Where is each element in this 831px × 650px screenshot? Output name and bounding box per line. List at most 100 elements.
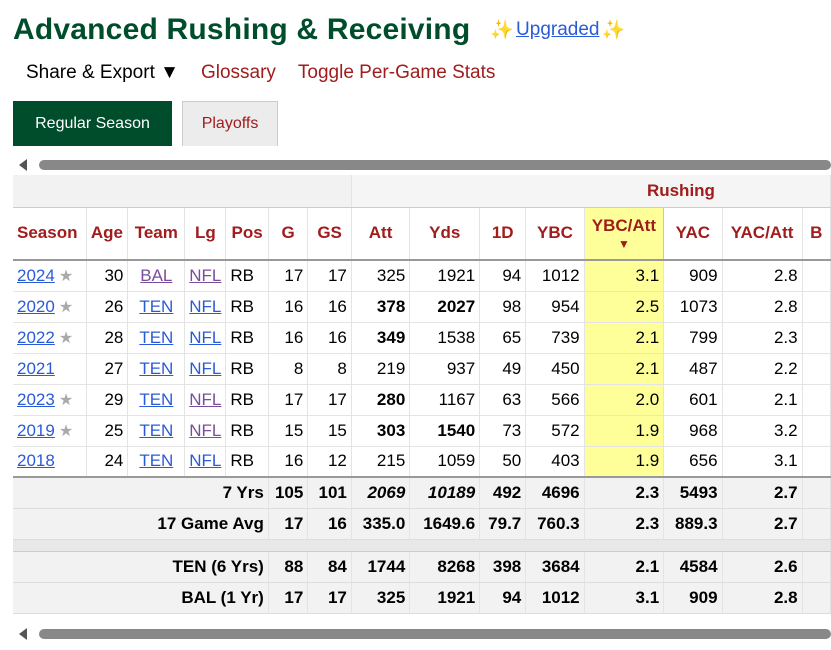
yac-cell: 909 [663,260,723,292]
team-cell[interactable]: TEN [127,291,186,323]
team-link[interactable]: BAL [140,265,173,285]
league-link[interactable]: NFL [189,358,222,378]
team-cell[interactable]: TEN [127,415,186,447]
attempts-cell: 215 [351,446,411,478]
season-link[interactable]: 2024 [17,265,55,285]
col-header-lg[interactable]: Lg [184,207,227,261]
team-cell[interactable]: BAL [127,260,186,292]
season-cell[interactable]: 2019 ★ [13,415,87,447]
season-link[interactable]: 2023 [17,389,55,409]
season-link[interactable]: 2022 [17,327,55,347]
col-header-age[interactable]: Age [86,207,129,261]
league-cell[interactable]: NFL [184,415,227,447]
tab-regular-season[interactable]: Regular Season [13,101,172,146]
season-cell[interactable]: 2021 [13,353,87,385]
col-header-yac-att[interactable]: YAC/Att [722,207,803,261]
col-header-1d[interactable]: 1D [479,207,527,261]
overflow-cell [802,446,831,478]
scroll-left-icon[interactable] [19,159,27,171]
upgraded-link[interactable]: Upgraded [516,19,600,40]
games-cell: 17 [268,260,309,292]
season-cell[interactable]: 2018 [13,446,87,478]
yards-cell: 1167 [409,384,481,416]
team-link[interactable]: TEN [139,296,174,316]
position-cell: RB [225,415,269,447]
yac-per-att-cell: 2.8 [722,291,803,323]
stats-table-container: Rushing Season Age Team Lg Pos G GS Att Yds 1D YBC… [13,175,831,625]
attempts-cell: 335.0 [351,508,411,540]
upgraded-badge[interactable]: ✨ Upgraded ✨ [490,18,625,42]
season-cell[interactable]: 2020 ★ [13,291,87,323]
yac-cell: 487 [663,353,723,385]
team-link[interactable]: TEN [139,420,174,440]
col-header-season[interactable]: Season [13,207,87,261]
ybc-cell: 760.3 [525,508,585,540]
table-row: 2022 ★ 28 TEN NFL RB 16 16 349 1538 65 739 2.1 799 2.3 [13,322,831,354]
col-header-yac[interactable]: YAC [663,207,723,261]
over-header-row: Rushing [13,175,831,208]
scrollbar-thumb[interactable] [39,629,831,639]
season-cell[interactable]: 2023 ★ [13,384,87,416]
team-cell[interactable]: TEN [127,353,186,385]
season-link[interactable]: 2021 [17,358,55,378]
col-header-att[interactable]: Att [351,207,411,261]
team-cell[interactable]: TEN [127,322,186,354]
season-link[interactable]: 2019 [17,420,55,440]
games-started-cell: 17 [307,260,352,292]
season-cell[interactable]: 2022 ★ [13,322,87,354]
first-downs-cell: 65 [479,322,527,354]
games-cell: 16 [268,322,309,354]
col-header-yds[interactable]: Yds [409,207,481,261]
age-cell: 29 [86,384,129,416]
col-header-ybc[interactable]: YBC [525,207,585,261]
league-cell[interactable]: NFL [184,322,227,354]
league-cell[interactable]: NFL [184,260,227,292]
league-link[interactable]: NFL [189,420,222,440]
league-cell[interactable]: NFL [184,446,227,478]
season-link[interactable]: 2020 [17,296,55,316]
league-link[interactable]: NFL [189,265,222,285]
pro-bowl-star-icon: ★ [58,298,74,316]
season-cell[interactable]: 2024 ★ [13,260,87,292]
team-link[interactable]: TEN [139,327,174,347]
yards-cell: 1538 [409,322,481,354]
team-link[interactable]: TEN [139,451,174,471]
league-link[interactable]: NFL [189,451,222,471]
rushing-receiving-table: Rushing Season Age Team Lg Pos G GS Att Yds 1D YBC… [13,175,831,614]
col-header-pos[interactable]: Pos [225,207,269,261]
glossary-link[interactable]: Glossary [200,62,276,83]
col-header-team[interactable]: Team [127,207,186,261]
yac-cell: 909 [663,582,723,614]
col-header-ybc-att[interactable]: YBC/Att ▼ [583,207,665,261]
col-header-gs[interactable]: GS [307,207,352,261]
team-link[interactable]: TEN [139,389,174,409]
col-header-g[interactable]: G [268,207,309,261]
tab-playoffs[interactable]: Playoffs [182,101,278,146]
yac-per-att-cell: 2.7 [722,476,803,509]
league-cell[interactable]: NFL [184,353,227,385]
pro-bowl-star-icon: ★ [58,329,74,347]
league-cell[interactable]: NFL [184,384,227,416]
team-link[interactable]: TEN [139,358,174,378]
first-downs-cell: 63 [479,384,527,416]
col-header-b[interactable]: B [802,207,831,261]
position-cell: RB [225,384,269,416]
yards-cell: 8268 [409,551,481,583]
league-cell[interactable]: NFL [184,291,227,323]
yac-per-att-cell: 2.8 [722,582,803,614]
league-link[interactable]: NFL [189,327,222,347]
team-cell[interactable]: TEN [127,446,186,478]
horizontal-scrollbar-bottom[interactable] [13,626,831,642]
league-link[interactable]: NFL [189,389,222,409]
overflow-cell [802,291,831,323]
horizontal-scrollbar-top[interactable] [13,157,831,173]
season-link[interactable]: 2018 [17,451,55,471]
toggle-per-game-link[interactable]: Toggle Per-Game Stats [297,62,496,83]
share-export-menu[interactable]: Share & Export ▼ [26,62,179,83]
first-downs-cell: 50 [479,446,527,478]
overflow-cell [802,384,831,416]
league-link[interactable]: NFL [189,296,222,316]
scroll-left-icon[interactable] [19,628,27,640]
team-cell[interactable]: TEN [127,384,186,416]
scrollbar-thumb[interactable] [39,160,831,170]
